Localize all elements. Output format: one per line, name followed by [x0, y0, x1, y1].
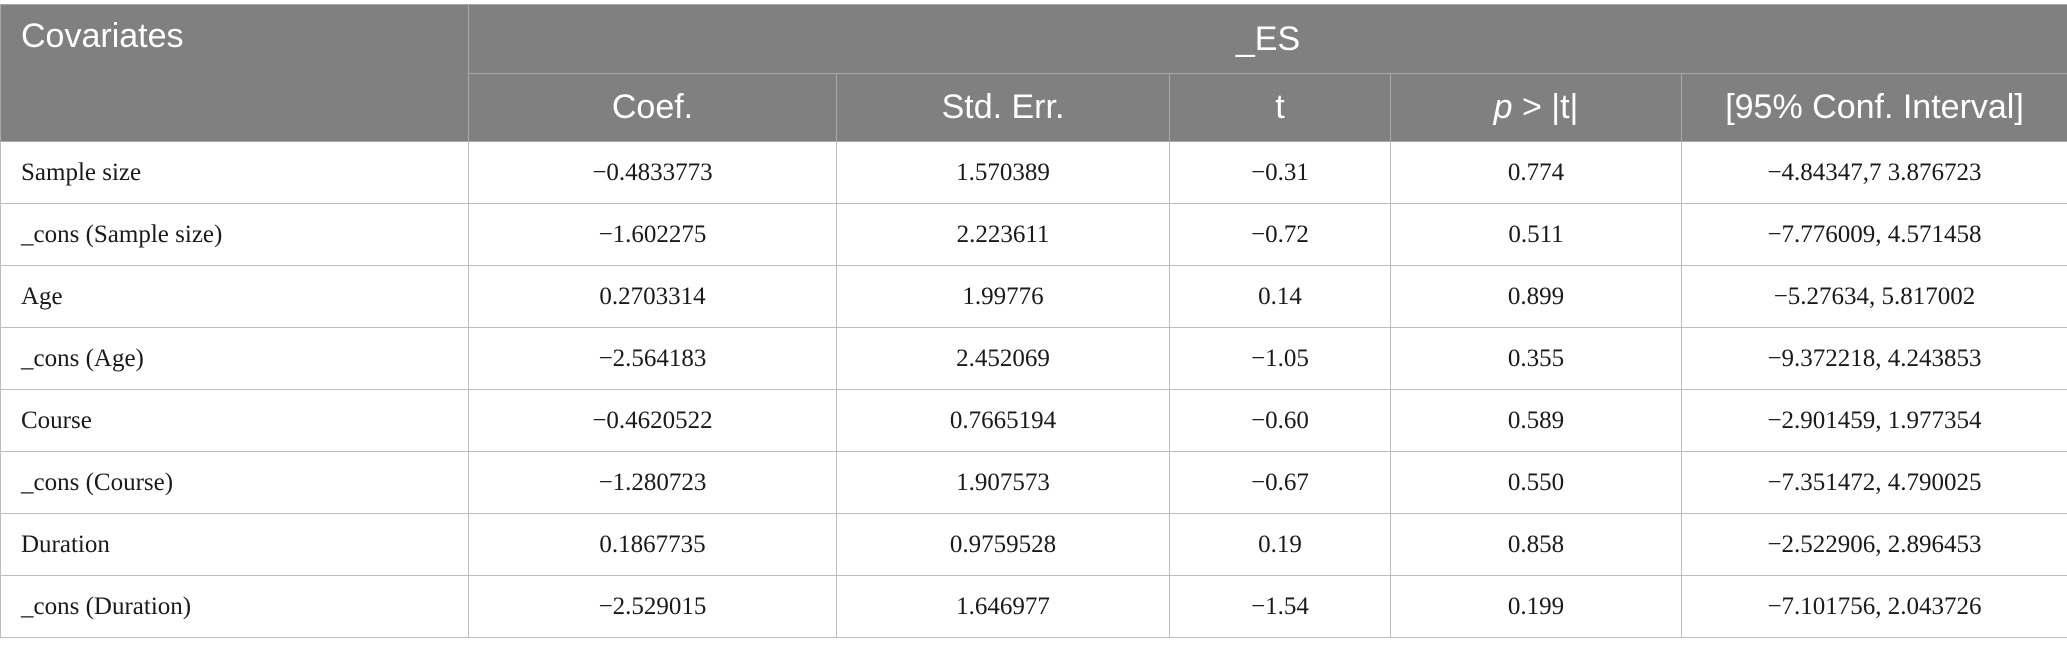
cell-conf-interval: −7.351472, 4.790025: [1680, 451, 2067, 514]
cell-p-value: 0.199: [1390, 575, 1682, 638]
header-row-columns: Coef. Std. Err. t p > |t| [95% Conf. Int…: [1, 73, 2067, 142]
cell-conf-interval: −5.27634, 5.817002: [1680, 265, 2067, 328]
cell-coef: −2.529015: [468, 575, 837, 638]
header-p-symbol: p: [1493, 88, 1513, 126]
cell-p-value: 0.899: [1390, 265, 1682, 328]
cell-covariate: Age: [0, 265, 469, 328]
cell-std-err: 1.907573: [836, 451, 1170, 514]
cell-p-value: 0.511: [1390, 203, 1682, 266]
cell-t: −0.60: [1169, 389, 1391, 452]
cell-covariate: Duration: [0, 513, 469, 576]
cell-t: 0.19: [1169, 513, 1391, 576]
cell-coef: −0.4833773: [468, 141, 837, 204]
table-row: Age 0.2703314 1.99776 0.14 0.899 −5.27634, 5.…: [0, 265, 2067, 328]
cell-std-err: 1.646977: [836, 575, 1170, 638]
table-row: _cons (Age) −2.564183 2.452069 −1.05 0.355 −9…: [0, 327, 2067, 390]
cell-t: −0.67: [1169, 451, 1391, 514]
cell-coef: −1.602275: [468, 203, 837, 266]
cell-std-err: 1.99776: [836, 265, 1170, 328]
header-coef: Coef.: [468, 73, 837, 142]
header-std-err: Std. Err.: [836, 73, 1170, 142]
cell-conf-interval: −9.372218, 4.243853: [1680, 327, 2067, 390]
cell-std-err: 0.9759528: [836, 513, 1170, 576]
cell-coef: −1.280723: [468, 451, 837, 514]
cell-p-value: 0.550: [1390, 451, 1682, 514]
table-row: _cons (Sample size) −1.602275 2.223611 −0.7…: [0, 203, 2067, 266]
table-row: Course −0.4620522 0.7665194 −0.60 0.589 −2.90…: [0, 389, 2067, 452]
table-header: Covariates _ES Coef. Std. Err. t p > |t|…: [0, 4, 2067, 142]
cell-covariate: _cons (Duration): [0, 575, 469, 638]
regression-table: Covariates _ES Coef. Std. Err. t p > |t|…: [0, 4, 2067, 638]
cell-p-value: 0.858: [1390, 513, 1682, 576]
table-body: Sample size −0.4833773 1.570389 −0.31 0.774−…: [0, 141, 2067, 638]
cell-p-value: 0.589: [1390, 389, 1682, 452]
cell-conf-interval: −2.901459, 1.977354: [1680, 389, 2067, 452]
header-conf-interval: [95% Conf. Interval]: [1680, 73, 2067, 142]
cell-t: −0.72: [1169, 203, 1391, 266]
cell-t: 0.14: [1169, 265, 1391, 328]
header-covariates: Covariates: [0, 4, 469, 142]
cell-covariate: _cons (Sample size): [0, 203, 469, 266]
cell-covariate: _cons (Course): [0, 451, 469, 514]
cell-covariate: Course: [0, 389, 469, 452]
cell-t: −0.31: [1169, 141, 1391, 204]
cell-coef: −2.564183: [468, 327, 837, 390]
header-t: t: [1169, 73, 1391, 142]
cell-std-err: 2.223611: [836, 203, 1170, 266]
cell-conf-interval: −2.522906, 2.896453: [1680, 513, 2067, 576]
cell-conf-interval: −7.776009, 4.571458: [1680, 203, 2067, 266]
cell-std-err: 1.570389: [836, 141, 1170, 204]
cell-std-err: 2.452069: [836, 327, 1170, 390]
cell-covariate: Sample size: [0, 141, 469, 204]
cell-p-value: 0.355: [1390, 327, 1682, 390]
cell-covariate: _cons (Age): [0, 327, 469, 390]
cell-p-value: 0.774: [1390, 141, 1682, 204]
table-row: _cons (Duration) −2.529015 1.646977 −1.54 0.…: [0, 575, 2067, 638]
cell-t: −1.05: [1169, 327, 1391, 390]
cell-std-err: 0.7665194: [836, 389, 1170, 452]
table-row: Duration 0.1867735 0.9759528 0.19 0.858 −2.52…: [0, 513, 2067, 576]
cell-conf-interval: −7.101756, 2.043726: [1680, 575, 2067, 638]
cell-coef: 0.1867735: [468, 513, 837, 576]
cell-t: −1.54: [1169, 575, 1391, 638]
cell-conf-interval: −4.84347,7 3.876723: [1680, 141, 2067, 204]
header-p-value: p > |t|: [1390, 73, 1682, 142]
header-p-condition: > |t|: [1512, 88, 1579, 126]
cell-coef: −0.4620522: [468, 389, 837, 452]
header-group-es: _ES: [467, 4, 2067, 74]
table-row: _cons (Course) −1.280723 1.907573 −0.67 0.55…: [0, 451, 2067, 514]
table-row: Sample size −0.4833773 1.570389 −0.31 0.774−…: [0, 141, 2067, 204]
header-row-group: Covariates _ES: [0, 4, 2067, 142]
cell-coef: 0.2703314: [468, 265, 837, 328]
